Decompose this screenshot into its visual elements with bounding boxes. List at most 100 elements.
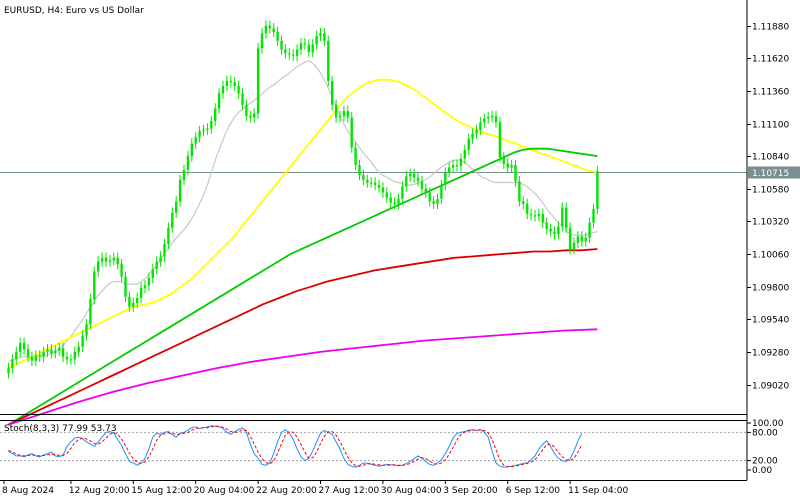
candle-body (34, 355, 37, 361)
candle-body (490, 116, 494, 118)
candle-body (116, 257, 119, 265)
candle-body (143, 285, 147, 288)
time-tick-label: 15 Aug 12:00 (131, 486, 192, 496)
candle-body (483, 118, 486, 123)
candle-body (42, 351, 45, 357)
price-tick-label: 1.09280 (752, 349, 789, 359)
candle-body (444, 172, 447, 186)
candle-body (58, 348, 61, 351)
price-candles (7, 20, 599, 379)
candle-body (206, 128, 209, 130)
candle-body (514, 164, 517, 182)
candle-body (327, 40, 330, 81)
candle-body (214, 108, 217, 122)
candle-body (151, 269, 154, 278)
candle-body (506, 163, 509, 168)
candle-body (561, 207, 564, 227)
oscillator-tick-label: 80.00 (752, 428, 778, 438)
candle-body (331, 80, 334, 105)
stochastic-signal-line (8, 425, 583, 468)
price-tick-label: 1.09020 (752, 382, 789, 392)
candle-body (155, 261, 158, 270)
price-tick-label: 1.09540 (752, 316, 789, 326)
candle-body (440, 185, 443, 199)
candle-body (81, 335, 84, 347)
candle-body (455, 164, 459, 167)
candle-body (182, 169, 186, 181)
time-tick-label: 6 Sep 12:00 (506, 486, 561, 496)
candle-body (202, 129, 205, 132)
candle-body (463, 149, 466, 159)
candle-body (221, 85, 225, 94)
candle-body (381, 187, 385, 193)
candle-body (518, 181, 521, 202)
candle-body (373, 182, 377, 186)
candle-body (510, 164, 513, 168)
candle-body (471, 133, 474, 139)
candle-body (249, 116, 252, 118)
time-tick-label: 11 Sep 04:00 (568, 486, 628, 496)
candle-body (229, 80, 232, 83)
candle-body (194, 137, 197, 144)
candle-body (120, 264, 123, 277)
price-tick-label: 1.09800 (752, 284, 789, 294)
candle-body (545, 222, 548, 229)
oscillator-label: Stoch(8,3,3) 77.99 53.73 (4, 424, 117, 434)
candle-body (323, 33, 326, 41)
candle-body (303, 43, 307, 45)
candle-body (280, 40, 283, 50)
time-tick-label: 3 Sep 20:00 (443, 486, 498, 496)
candle-body (178, 180, 182, 202)
candle-body (549, 228, 552, 232)
candle-body (405, 176, 408, 187)
candle-body (292, 54, 295, 56)
candle-body (128, 296, 131, 307)
oscillator-tick-label: 100.00 (752, 419, 784, 429)
candle-body (245, 104, 248, 117)
candle-body (338, 116, 342, 118)
candle-body (7, 368, 10, 374)
candle-body (225, 80, 229, 86)
candle-body (389, 197, 392, 203)
candle-body (11, 359, 14, 369)
candle-body (565, 207, 568, 228)
time-tick-label: 12 Aug 20:00 (69, 486, 130, 496)
time-tick-label: 30 Aug 04:00 (381, 486, 442, 496)
candle-body (522, 201, 525, 204)
oscillator-tick-label: 20.00 (752, 457, 778, 467)
candle-body (436, 198, 439, 204)
candle-body (163, 244, 166, 257)
candle-body (77, 346, 80, 352)
candle-body (401, 186, 404, 199)
price-tick-label: 1.11360 (752, 88, 789, 98)
candle-body (432, 201, 435, 204)
candle-body (428, 192, 431, 202)
candle-body (592, 208, 595, 223)
candle-body (424, 188, 427, 193)
candle-body (358, 164, 361, 176)
candle-body (198, 131, 201, 138)
candle-body (61, 348, 65, 357)
candle-body (159, 256, 162, 262)
candle-body (299, 43, 303, 50)
candle-body (494, 116, 498, 123)
candle-body (190, 143, 193, 157)
price-tick-label: 1.10840 (752, 153, 789, 163)
candle-body (459, 158, 463, 167)
candle-body (171, 212, 174, 228)
stochastic-oscillator (0, 425, 747, 468)
candle-body (65, 356, 69, 360)
candle-body (529, 213, 533, 216)
candle-body (295, 49, 299, 56)
candle-body (315, 35, 318, 45)
candle-body (210, 121, 213, 129)
candle-body (100, 257, 104, 262)
time-tick-label: 27 Aug 12:00 (319, 486, 380, 496)
candle-body (132, 302, 135, 307)
price-tick-label: 1.11880 (752, 23, 789, 33)
candle-body (288, 53, 291, 55)
candle-body (557, 226, 560, 234)
current-price-label: 1.10715 (752, 169, 789, 179)
